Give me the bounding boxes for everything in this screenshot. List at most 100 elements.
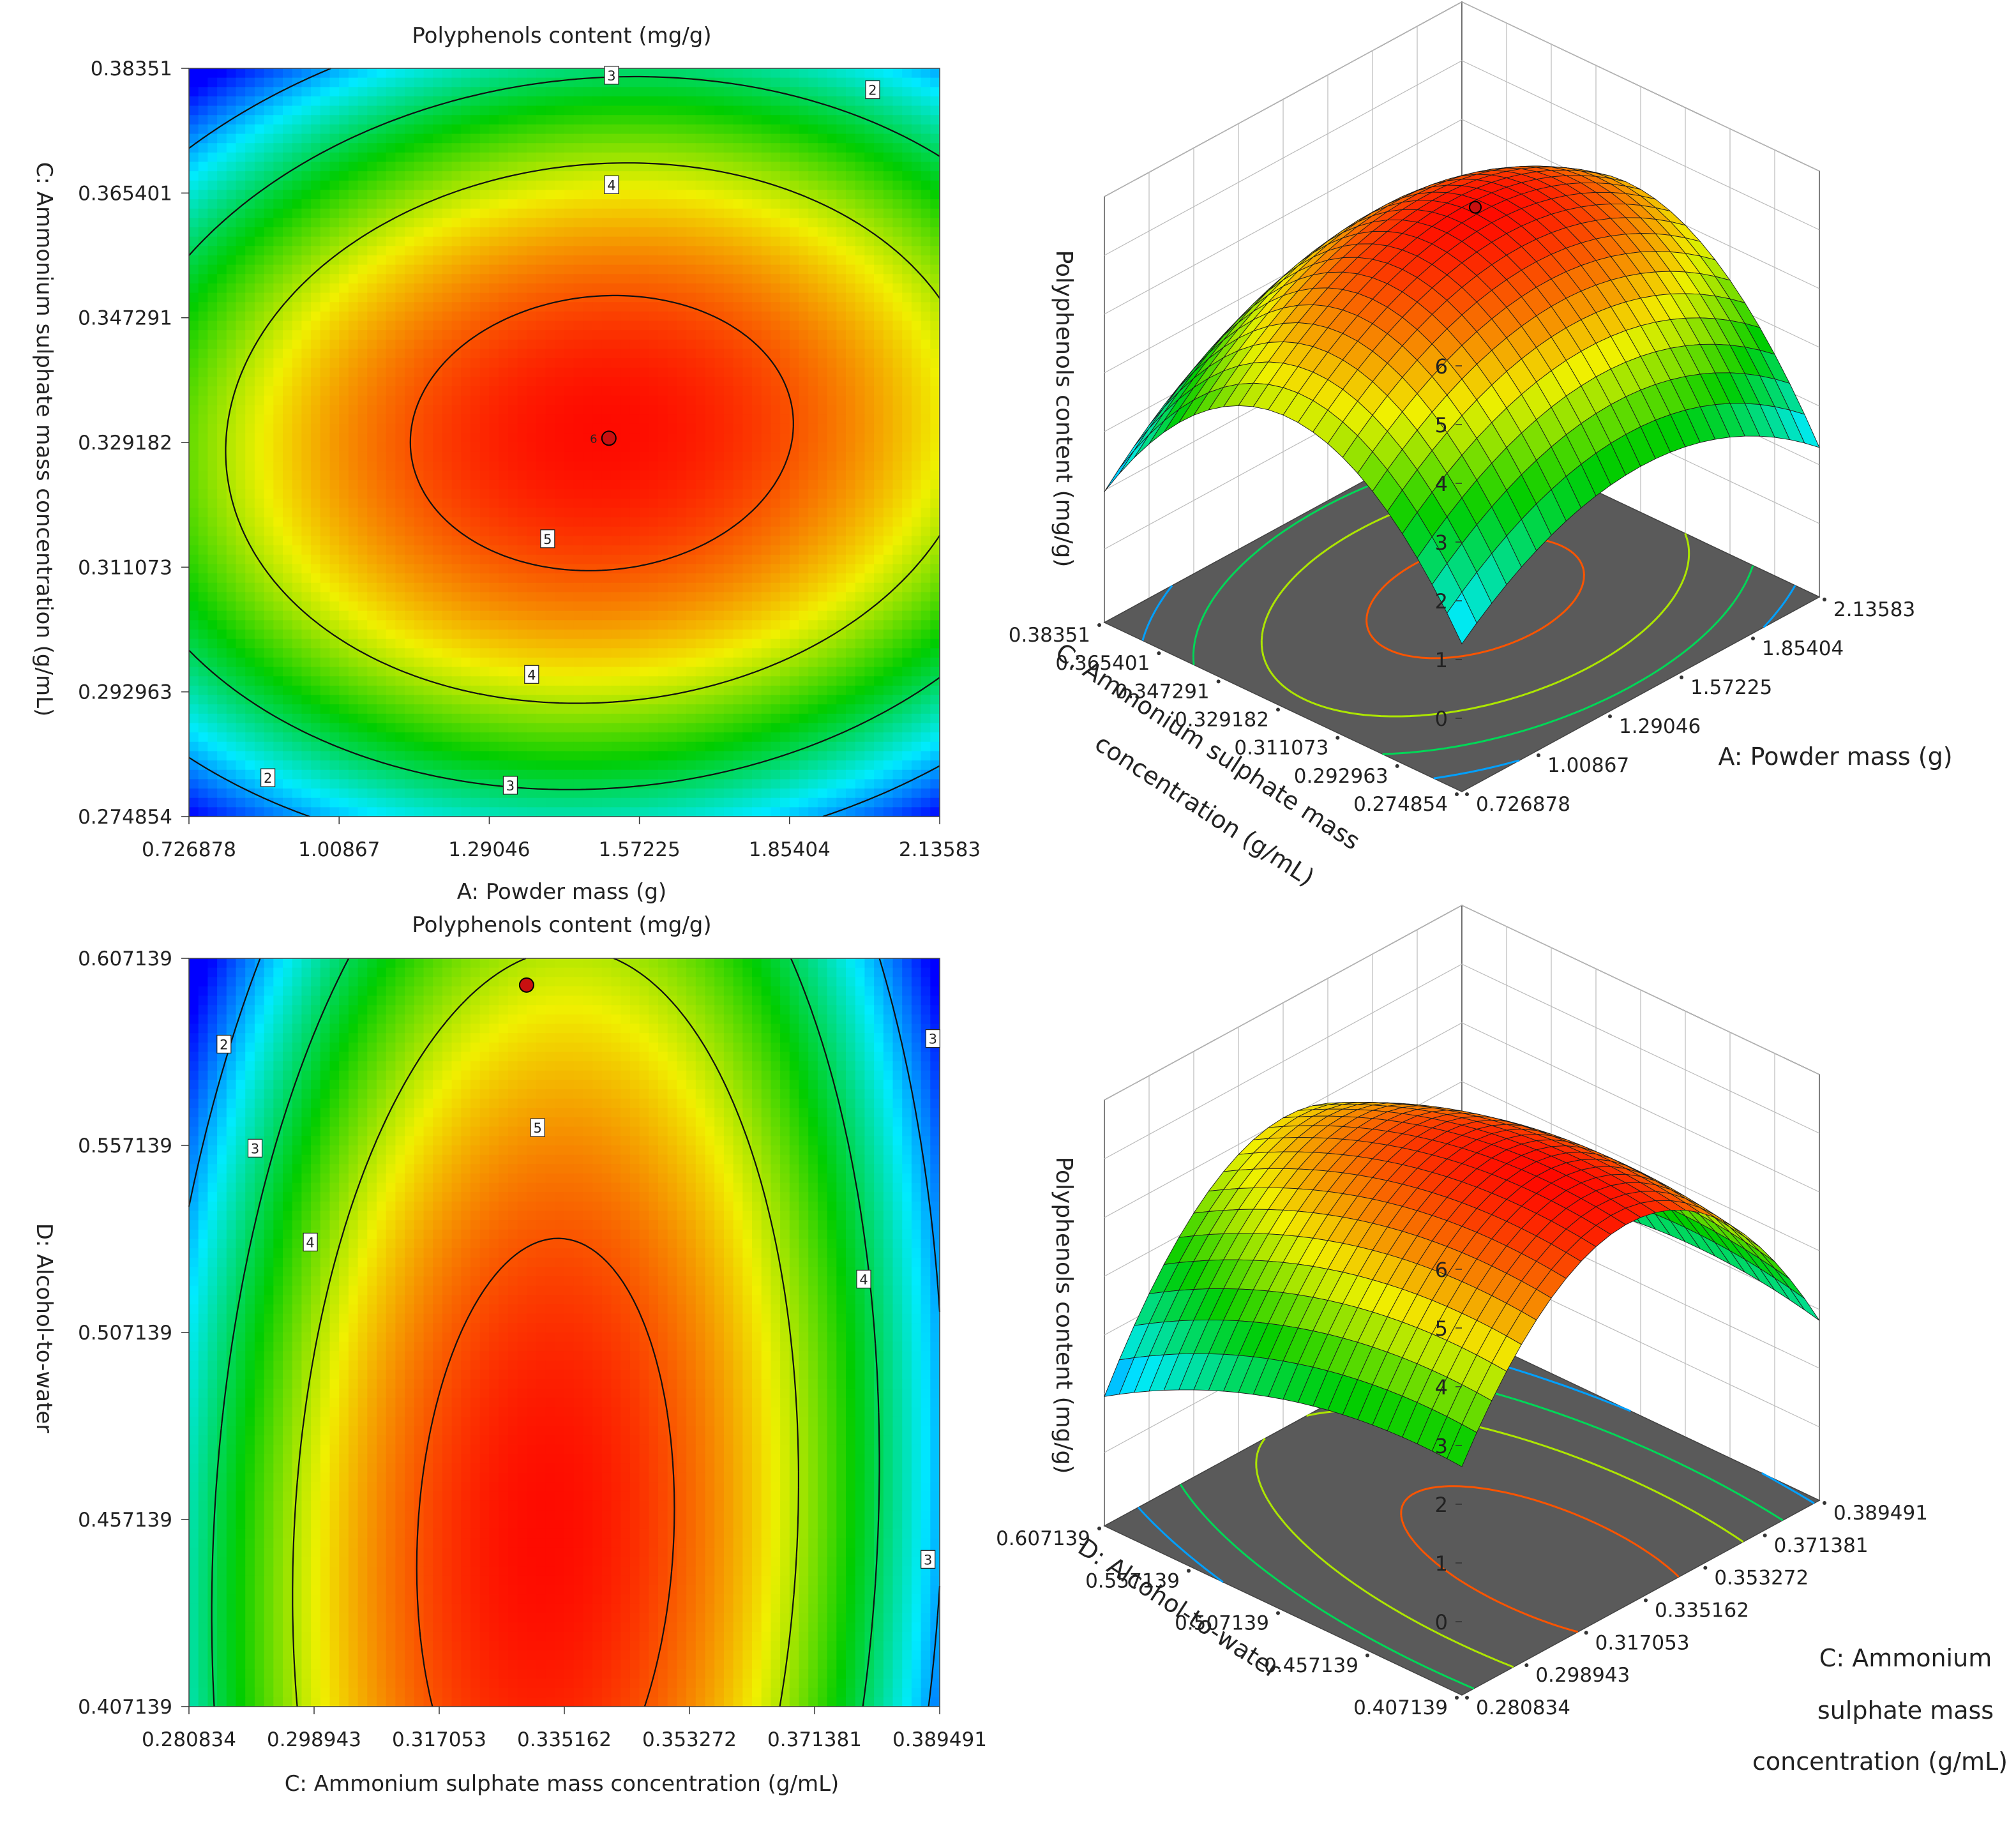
heatmap-cell	[207, 292, 218, 303]
heatmap-cell	[273, 199, 283, 209]
heatmap-cell	[414, 451, 425, 462]
heatmap-cell	[311, 190, 321, 200]
heatmap-cell	[573, 414, 583, 425]
heatmap-cell	[629, 302, 640, 312]
heatmap-cell	[733, 470, 743, 481]
heatmap-cell	[629, 442, 640, 453]
heatmap-cell	[367, 208, 377, 218]
heatmap-cell	[930, 479, 940, 490]
heatmap-cell	[573, 526, 583, 537]
heatmap-cell	[395, 236, 405, 246]
heatmap-cell	[189, 227, 199, 238]
heatmap-cell	[892, 564, 903, 574]
heatmap-cell	[714, 638, 725, 649]
heatmap-cell	[423, 105, 433, 116]
heatmap-cell	[311, 630, 321, 640]
heatmap-cell	[667, 405, 677, 415]
heatmap-cell	[536, 405, 546, 415]
heatmap-cell	[236, 190, 246, 200]
heatmap-cell	[245, 610, 255, 621]
heatmap-cell	[621, 517, 631, 527]
heatmap-cell	[508, 517, 518, 527]
heatmap-cell	[555, 610, 565, 621]
heatmap-cell	[911, 227, 922, 238]
heatmap-cell	[536, 124, 546, 135]
heatmap-cell	[339, 124, 349, 135]
heatmap-cell	[292, 610, 302, 621]
heatmap-cell	[414, 358, 425, 368]
heatmap-cell	[236, 630, 246, 640]
heatmap-cell	[649, 377, 659, 387]
heatmap-cell	[508, 395, 518, 405]
heatmap-cell	[695, 321, 706, 331]
heatmap-cell	[686, 620, 696, 630]
heatmap-cell	[329, 648, 340, 658]
heatmap-cell	[245, 545, 255, 555]
heatmap-cell	[601, 470, 612, 481]
heatmap-cell	[714, 330, 725, 340]
heatmap-cell	[367, 545, 377, 555]
heatmap-cell	[461, 105, 471, 116]
heatmap-cell	[817, 227, 828, 238]
heatmap-cell	[489, 564, 499, 574]
heatmap-cell	[592, 489, 603, 499]
heatmap-cell	[621, 236, 631, 246]
heatmap-cell	[742, 386, 753, 396]
heatmap-cell	[723, 311, 734, 322]
heatmap-cell	[836, 96, 846, 107]
heatmap-cell	[911, 87, 922, 97]
heatmap-cell	[264, 330, 274, 340]
heatmap-cell	[423, 115, 433, 125]
heatmap-cell	[817, 630, 828, 640]
heatmap-cell	[827, 349, 837, 359]
heatmap-cell	[217, 564, 227, 574]
heatmap-cell	[451, 461, 462, 471]
heatmap-cell	[357, 68, 368, 79]
heatmap-cell	[742, 470, 753, 481]
heatmap-cell	[301, 236, 312, 246]
heatmap-cell	[508, 564, 518, 574]
heatmap-cell	[555, 227, 565, 238]
heatmap-cell	[395, 330, 405, 340]
heatmap-cell	[527, 115, 537, 125]
heatmap-cell	[451, 582, 462, 592]
heatmap-cell	[489, 274, 499, 284]
heatmap-cell	[705, 236, 715, 246]
heatmap-cell	[217, 386, 227, 396]
heatmap-cell	[911, 199, 922, 209]
heatmap-cell	[799, 433, 809, 443]
heatmap-cell	[292, 582, 302, 592]
heatmap-cell	[742, 87, 753, 97]
heatmap-cell	[189, 582, 199, 592]
heatmap-cell	[245, 564, 255, 574]
heatmap-cell	[207, 367, 218, 378]
heatmap-cell	[921, 162, 931, 172]
heatmap-cell	[329, 414, 340, 425]
contour1-title: Polyphenols content (mg/g)	[412, 23, 711, 49]
heatmap-cell	[629, 582, 640, 592]
heatmap-cell	[517, 274, 527, 284]
heatmap-cell	[292, 358, 302, 368]
heatmap-cell	[283, 105, 293, 116]
heatmap-cell	[245, 105, 255, 116]
heatmap-cell	[357, 190, 368, 200]
heatmap-cell	[827, 133, 837, 144]
heatmap-cell	[273, 433, 283, 443]
heatmap-cell	[902, 227, 912, 238]
heatmap-cell	[733, 461, 743, 471]
heatmap-cell	[301, 489, 312, 499]
heatmap-cell	[583, 358, 593, 368]
heatmap-cell	[742, 180, 753, 191]
heatmap-cell	[695, 87, 706, 97]
heatmap-cell	[771, 573, 781, 584]
heatmap-cell	[639, 105, 649, 116]
heatmap-cell	[573, 638, 583, 649]
heatmap-cell	[667, 479, 677, 490]
heatmap-cell	[564, 610, 575, 621]
heatmap-cell	[245, 442, 255, 453]
heatmap-cell	[329, 526, 340, 537]
heatmap-cell	[367, 302, 377, 312]
heatmap-cell	[733, 143, 743, 153]
heatmap-cell	[601, 246, 612, 256]
heatmap-cell	[771, 190, 781, 200]
